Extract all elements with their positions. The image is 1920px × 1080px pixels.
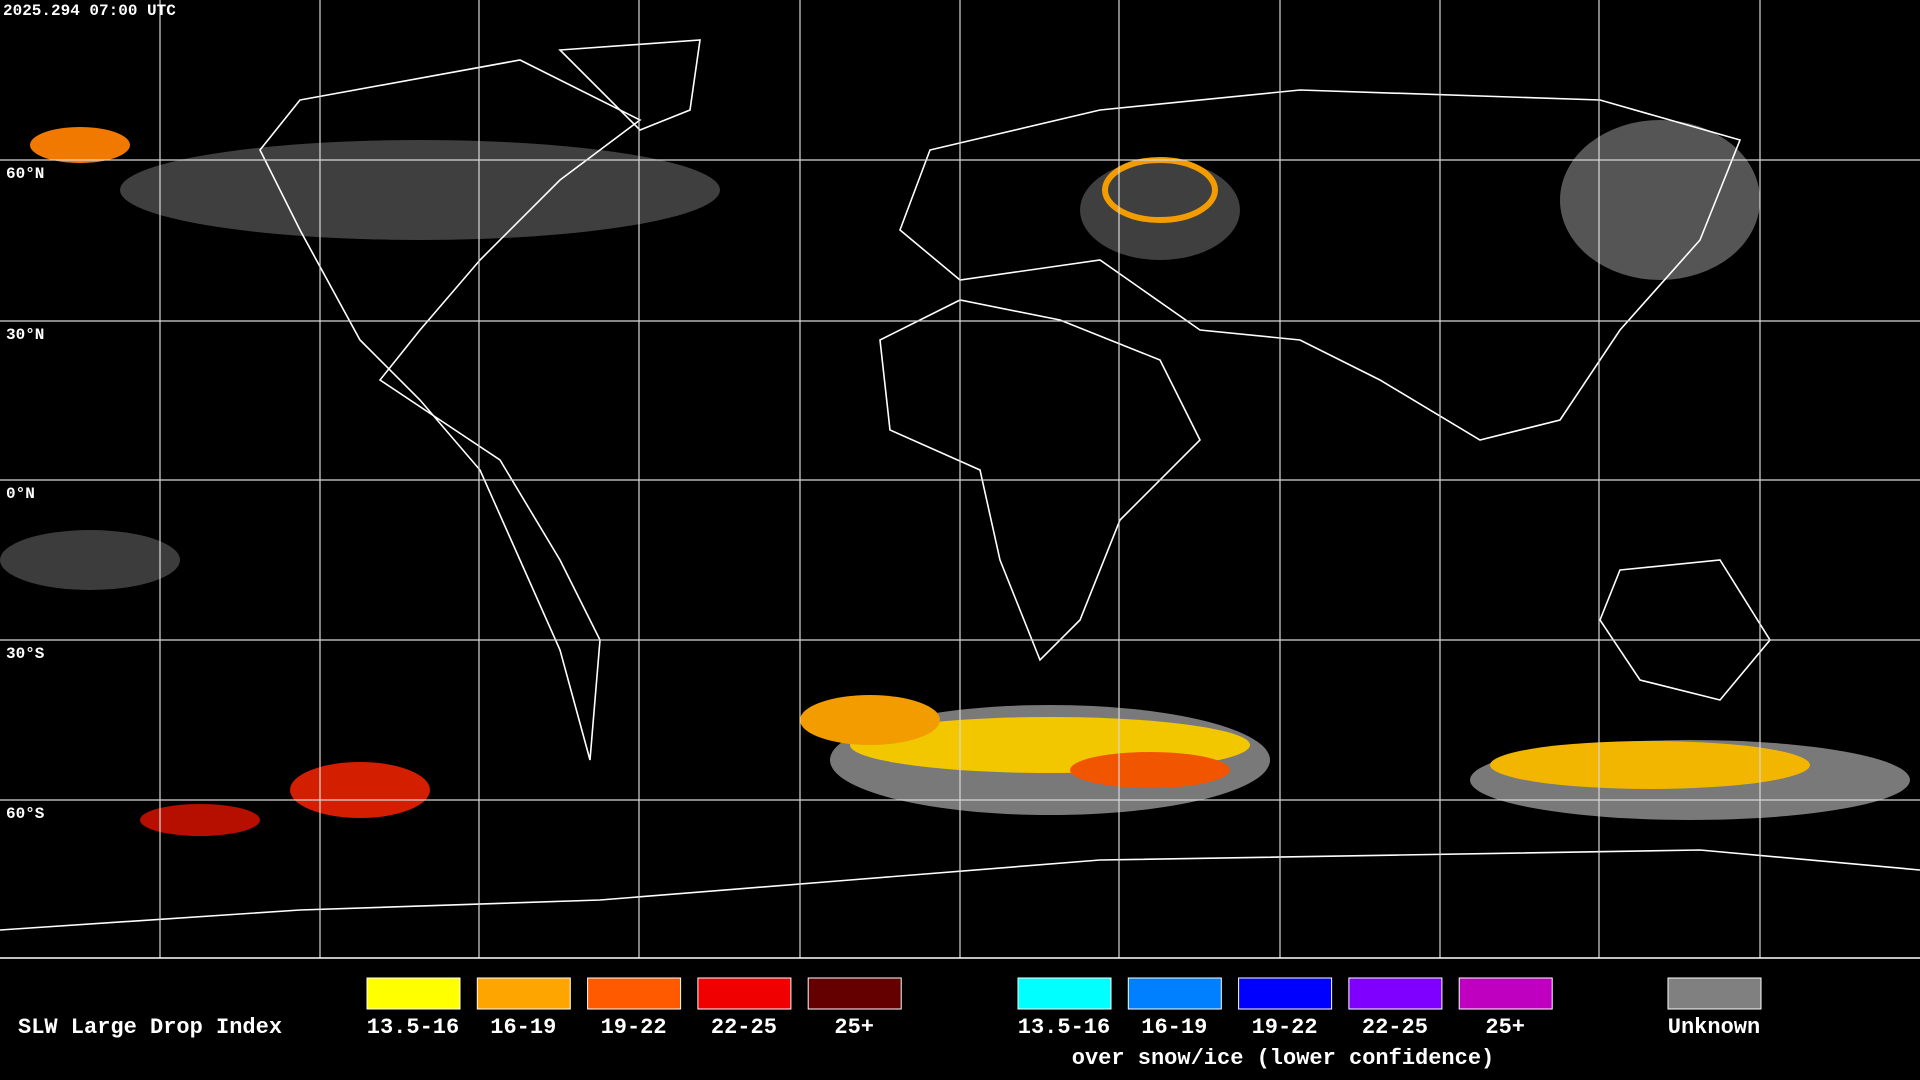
unknown-cloud xyxy=(0,530,180,590)
legend-label: 22-25 xyxy=(1362,1015,1428,1040)
slw-cloud xyxy=(800,695,940,745)
legend-swatch xyxy=(1238,977,1333,1010)
legend-swatch xyxy=(1127,977,1222,1010)
legend-swatch xyxy=(697,977,792,1010)
legend-caption: over snow/ice (lower confidence) xyxy=(1072,1046,1494,1071)
legend-label: 13.5-16 xyxy=(1018,1015,1110,1040)
slw-cloud xyxy=(30,127,130,163)
legend-swatch xyxy=(1348,977,1443,1010)
latitude-label: 0°N xyxy=(6,485,35,503)
legend-label: 25+ xyxy=(1485,1015,1525,1040)
legend-swatch xyxy=(1017,977,1112,1010)
coastline xyxy=(0,849,1920,931)
coastline xyxy=(1599,559,1771,701)
latitude-label: 30°S xyxy=(6,645,45,663)
legend-title: SLW Large Drop Index xyxy=(18,1015,282,1040)
graticule xyxy=(0,0,1920,958)
legend-label: Unknown xyxy=(1668,1015,1760,1040)
latitude-label: 60°N xyxy=(6,165,44,183)
latitude-label: 60°S xyxy=(6,805,45,823)
legend-label: 19-22 xyxy=(601,1015,667,1040)
legend-swatch xyxy=(587,977,682,1010)
coastline xyxy=(259,59,642,761)
legend-swatch xyxy=(476,977,571,1010)
slw-cloud xyxy=(140,804,260,836)
legend-label: 19-22 xyxy=(1252,1015,1318,1040)
coastline xyxy=(879,299,1201,662)
legend-swatch xyxy=(366,977,461,1010)
slw-cloud xyxy=(290,762,430,818)
legend-label: 16-19 xyxy=(1141,1015,1207,1040)
timestamp: 2025.294 07:00 UTC xyxy=(3,2,176,20)
coastline xyxy=(899,89,1742,441)
coastlines xyxy=(0,39,1920,931)
unknown-cloud xyxy=(1560,120,1760,280)
unknown-cloud xyxy=(120,140,720,240)
legend-label: 16-19 xyxy=(490,1015,556,1040)
legend-label: 25+ xyxy=(834,1015,874,1040)
slw-cloud xyxy=(1070,752,1230,788)
slw-cloud xyxy=(1490,741,1810,789)
legend-label: 13.5-16 xyxy=(367,1015,459,1040)
legend-swatch xyxy=(1458,977,1553,1010)
latitude-label: 30°N xyxy=(6,326,44,344)
legend-swatch xyxy=(1667,977,1762,1010)
legend-label: 22-25 xyxy=(711,1015,777,1040)
coastline xyxy=(558,39,701,131)
legend-swatch xyxy=(807,977,902,1010)
unknown-cloud xyxy=(1080,160,1240,260)
